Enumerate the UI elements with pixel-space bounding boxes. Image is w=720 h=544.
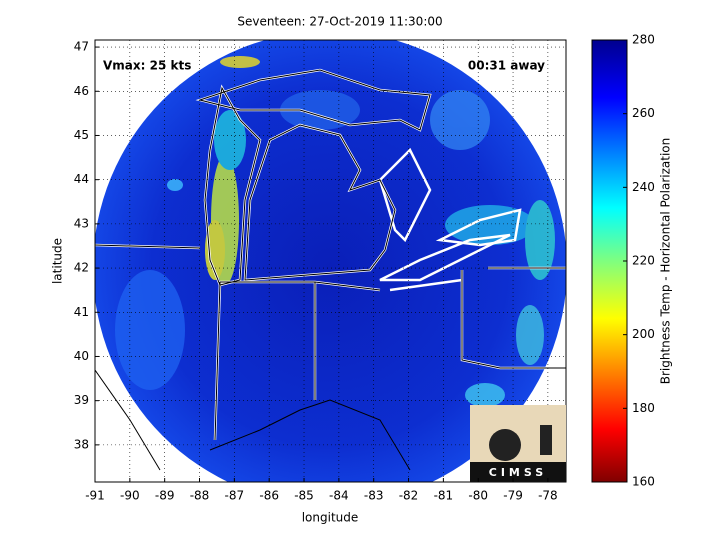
logo-band [470,462,566,482]
logo-tower [540,425,552,455]
y-tick-label: 41 [74,305,89,319]
map-layer [95,40,566,482]
x-tick-label: -80 [468,489,488,503]
colorbar-label: Brightness Temp - Horizontal Polarizatio… [659,138,673,385]
colorbar-tick-label: 180 [632,401,655,415]
y-tick-label: 45 [74,128,89,142]
y-tick-label: 39 [74,393,89,407]
x-tick-label: -81 [434,489,454,503]
y-tick-label: 44 [74,172,89,186]
y-tick-label: 43 [74,216,89,230]
x-tick-label: -83 [364,489,384,503]
colorbar [591,39,628,483]
warm-features [115,56,555,407]
x-tick-label: -89 [155,489,175,503]
logo-dish [489,429,521,461]
y-tick-label: 47 [74,40,89,54]
x-tick-label: -86 [259,489,279,503]
y-tick-label: 46 [74,84,89,98]
y-tick-label: 40 [74,349,89,363]
logo-text: CIMSS [489,466,547,479]
colorbar-tick-label: 280 [632,33,655,47]
x-axis-label: longitude [302,511,359,525]
x-tick-label: -79 [503,489,523,503]
colorbar-tick-label: 200 [632,327,655,341]
y-axis-label: latitude [51,238,65,284]
x-tick-label: -82 [399,489,419,503]
colorbar-tick-label: 260 [632,106,655,120]
title: Seventeen: 27-Oct-2019 11:30:00 [237,15,442,29]
y-tick-label: 38 [74,437,89,451]
x-tick-label: -88 [190,489,210,503]
colorbar-tick-label: 240 [632,180,655,194]
swath [95,40,566,482]
x-tick-label: -87 [225,489,245,503]
annotation: 00:31 away [468,59,545,73]
axes-frame [94,39,567,483]
x-tick-label: -78 [538,489,558,503]
logo: CIMSS [470,405,566,482]
x-tick-label: -91 [85,489,105,503]
x-tick-label: -85 [294,489,314,503]
x-tick-label: -90 [120,489,140,503]
colorbar-tick-label: 160 [632,475,655,489]
y-tick-label: 42 [74,261,89,275]
colorbar-tick-label: 220 [632,254,655,268]
x-tick-label: -84 [329,489,349,503]
annotation: Vmax: 25 kts [103,59,191,73]
